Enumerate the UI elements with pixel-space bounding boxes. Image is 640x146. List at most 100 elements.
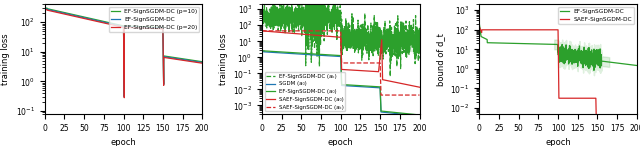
EF-SignSGDM-DC (aₖ) — [416, 52, 424, 53]
EF-SignSGDM-DC — [628, 64, 636, 66]
EF-SignSGDM-DC (p=20) — [41, 9, 49, 11]
EF-SignSGDM-DC (aₖ) — [258, 14, 266, 16]
EF-SignSGDM-DC — [600, 60, 607, 62]
EF-SignSGDM-DC (aₖ) — [387, 76, 394, 77]
EF-SignSGDM-DC — [476, 23, 483, 25]
SAEF-SignSGDM-DC (a₀) — [266, 31, 274, 32]
Y-axis label: training loss: training loss — [218, 33, 228, 85]
Line: SAEF-SignSGDM-DC (a₀): SAEF-SignSGDM-DC (a₀) — [262, 31, 420, 87]
EF-SignSGDM-DC (p=20) — [113, 25, 121, 27]
Y-axis label: bound of d_t: bound of d_t — [436, 33, 445, 86]
SAEF-SignSGDM-DC (a₀) — [382, 80, 390, 81]
SAEF-SignSGDM-DC (aₖ) — [335, 30, 342, 32]
SAEF-SignSGDM-DC — [476, 26, 483, 28]
EF-SignSGDM-DC (p=20) — [120, 97, 128, 99]
EF-SignSGDM-DC — [49, 10, 57, 12]
EF-SignSGDM-DC (aₖ) — [412, 63, 419, 65]
SAEF-SignSGDM-DC (a₀) — [411, 85, 419, 87]
EF-SignSGDM-DC (p=10) — [194, 60, 202, 62]
EF-SignSGDM-DC (p=20) — [194, 62, 202, 63]
EF-SignSGDM-DC — [552, 44, 560, 45]
Line: SAEF-SignSGDM-DC (aₖ): SAEF-SignSGDM-DC (aₖ) — [262, 31, 420, 95]
SAEF-SignSGDM-DC (aₖ) — [411, 94, 419, 96]
EF-SignSGDM-DC — [113, 24, 121, 26]
EF-SignSGDM-DC (aₖ) — [411, 35, 419, 37]
EF-SignSGDM-DC (p=10) — [165, 56, 173, 58]
SAEF-SignSGDM-DC (aₖ) — [416, 94, 424, 96]
X-axis label: epoch: epoch — [328, 138, 354, 146]
EF-SignSGDM-DC (a₀) — [331, 54, 339, 56]
EF-SignSGDM-DC (a₀) — [335, 55, 342, 56]
Line: SGDM (a₀): SGDM (a₀) — [262, 52, 420, 116]
EF-SignSGDM-DC (a₀) — [258, 50, 266, 52]
EF-SignSGDM-DC (p=20) — [198, 62, 206, 64]
SGDM (a₀) — [266, 51, 274, 53]
EF-SignSGDM-DC (aₖ) — [335, 12, 342, 14]
EF-SignSGDM-DC — [165, 57, 173, 58]
SGDM (a₀) — [258, 51, 266, 53]
Legend: EF-SignSGDM-DC (p=10), EF-SignSGDM-DC, EF-SignSGDM-DC (p=20): EF-SignSGDM-DC (p=10), EF-SignSGDM-DC, E… — [109, 7, 199, 32]
EF-SignSGDM-DC — [590, 69, 598, 71]
SAEF-SignSGDM-DC — [552, 29, 560, 31]
EF-SignSGDM-DC — [118, 25, 125, 27]
EF-SignSGDM-DC (p=10) — [41, 7, 49, 9]
SAEF-SignSGDM-DC (aₖ) — [382, 94, 390, 96]
EF-SignSGDM-DC — [120, 96, 128, 98]
Line: EF-SignSGDM-DC: EF-SignSGDM-DC — [479, 24, 637, 70]
SGDM (a₀) — [382, 112, 390, 113]
EF-SignSGDM-DC — [548, 44, 556, 45]
EF-SignSGDM-DC (a₀) — [411, 114, 419, 115]
EF-SignSGDM-DC (p=20) — [165, 57, 173, 59]
Line: EF-SignSGDM-DC: EF-SignSGDM-DC — [45, 9, 202, 97]
SAEF-SignSGDM-DC (aₖ) — [258, 30, 266, 32]
X-axis label: epoch: epoch — [111, 138, 136, 146]
SAEF-SignSGDM-DC (a₀) — [335, 36, 342, 38]
EF-SignSGDM-DC — [484, 42, 492, 44]
SGDM (a₀) — [416, 115, 424, 117]
EF-SignSGDM-DC — [198, 62, 206, 63]
EF-SignSGDM-DC (p=20) — [49, 11, 57, 12]
Line: EF-SignSGDM-DC (p=10): EF-SignSGDM-DC (p=10) — [45, 8, 202, 96]
EF-SignSGDM-DC — [194, 61, 202, 63]
Y-axis label: training loss: training loss — [1, 33, 10, 85]
SAEF-SignSGDM-DC (a₀) — [258, 30, 266, 32]
EF-SignSGDM-DC (p=20) — [194, 62, 202, 63]
SAEF-SignSGDM-DC (aₖ) — [331, 30, 339, 32]
SGDM (a₀) — [411, 115, 419, 116]
EF-SignSGDM-DC (p=10) — [118, 25, 125, 26]
SGDM (a₀) — [335, 55, 342, 57]
EF-SignSGDM-DC — [628, 64, 636, 66]
Line: EF-SignSGDM-DC (p=20): EF-SignSGDM-DC (p=20) — [45, 10, 202, 98]
SAEF-SignSGDM-DC (a₀) — [331, 36, 339, 38]
EF-SignSGDM-DC (aₖ) — [382, 41, 390, 43]
EF-SignSGDM-DC (p=10) — [198, 61, 206, 63]
EF-SignSGDM-DC (a₀) — [266, 50, 274, 52]
EF-SignSGDM-DC (a₀) — [382, 111, 390, 112]
EF-SignSGDM-DC (aₖ) — [266, 19, 274, 20]
EF-SignSGDM-DC (p=10) — [49, 9, 57, 11]
EF-SignSGDM-DC (a₀) — [411, 114, 419, 115]
EF-SignSGDM-DC (a₀) — [416, 114, 424, 116]
EF-SignSGDM-DC — [194, 61, 202, 63]
Line: EF-SignSGDM-DC (a₀): EF-SignSGDM-DC (a₀) — [262, 51, 420, 115]
SAEF-SignSGDM-DC (a₀) — [416, 86, 424, 88]
X-axis label: epoch: epoch — [545, 138, 571, 146]
EF-SignSGDM-DC — [633, 65, 640, 66]
EF-SignSGDM-DC — [41, 8, 49, 10]
Legend: EF-SignSGDM-DC, SAEF-SignSGDM-DC: EF-SignSGDM-DC, SAEF-SignSGDM-DC — [558, 7, 634, 24]
SAEF-SignSGDM-DC — [548, 29, 556, 31]
SAEF-SignSGDM-DC (aₖ) — [411, 94, 419, 96]
SGDM (a₀) — [411, 115, 419, 116]
SAEF-SignSGDM-DC (a₀) — [411, 85, 419, 87]
EF-SignSGDM-DC (p=10) — [194, 60, 202, 62]
EF-SignSGDM-DC (p=20) — [118, 26, 125, 28]
SAEF-SignSGDM-DC — [484, 29, 492, 31]
EF-SignSGDM-DC (p=10) — [113, 24, 121, 25]
SGDM (a₀) — [331, 55, 339, 57]
Line: EF-SignSGDM-DC (aₖ): EF-SignSGDM-DC (aₖ) — [262, 0, 420, 77]
EF-SignSGDM-DC (aₖ) — [331, 18, 339, 20]
Line: SAEF-SignSGDM-DC: SAEF-SignSGDM-DC — [479, 27, 637, 146]
Legend: EF-SignSGDM-DC (aₖ), SGDM (a₀), EF-SignSGDM-DC (a₀), SAEF-SignSGDM-DC (a₀), SAEF: EF-SignSGDM-DC (aₖ), SGDM (a₀), EF-SignS… — [265, 72, 346, 111]
SAEF-SignSGDM-DC (aₖ) — [377, 94, 385, 96]
EF-SignSGDM-DC (p=10) — [120, 95, 128, 97]
